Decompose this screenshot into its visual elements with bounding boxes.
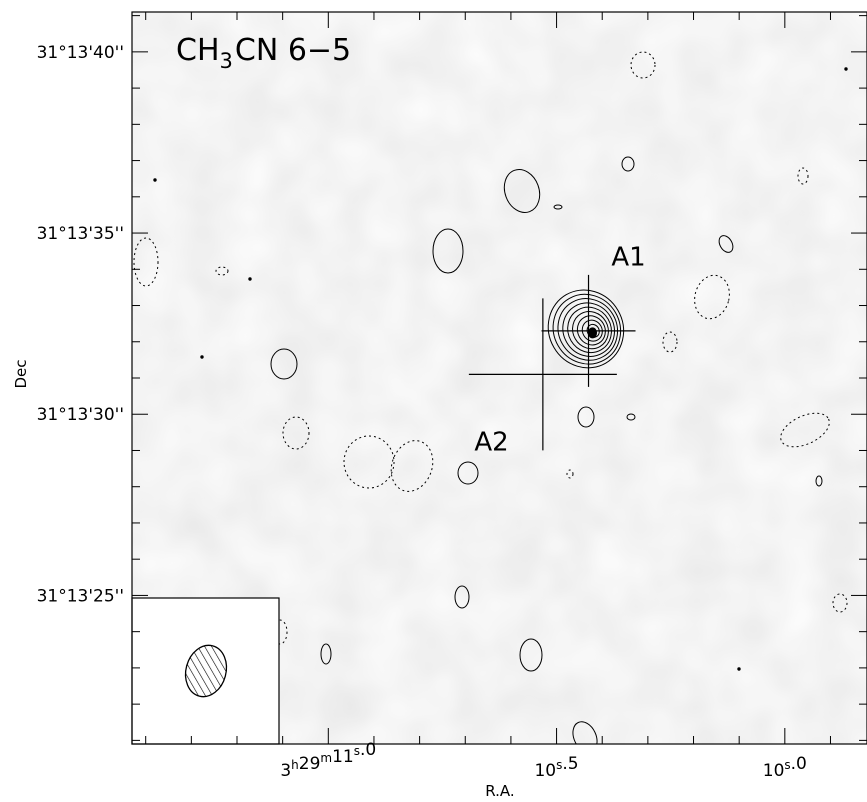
- peak-contour: [572, 311, 609, 350]
- beam-inset: [131, 597, 280, 745]
- peak-center: [588, 327, 598, 339]
- y-tick-label: 31°13'40'': [37, 43, 124, 63]
- y-tick-label: 31°13'25'': [37, 586, 124, 606]
- y-tick-label: 31°13'30'': [37, 405, 124, 425]
- x-axis-label: R.A.: [485, 782, 514, 800]
- noise-contours: [133, 51, 848, 744]
- source-label-a1: A1: [611, 243, 645, 273]
- peak-contour: [562, 302, 615, 357]
- y-tick-label: 31°13'35'': [37, 224, 124, 244]
- x-tick-label: 3h29m11s.0: [280, 740, 376, 781]
- x-tick-label: 10s.5: [534, 754, 578, 781]
- map-title: CH3CN 6−5: [176, 33, 351, 73]
- axes: 31°13'40'' 31°13'35'' 31°13'30'' 31°13'25''…: [37, 12, 867, 781]
- peak-contour: [547, 289, 625, 369]
- peak-contour: [557, 298, 618, 361]
- source-label-a2: A2: [474, 427, 508, 457]
- peak-contour: [552, 293, 622, 365]
- peak-contour: [576, 315, 606, 346]
- source-markers: A1 A2: [468, 243, 646, 457]
- peak-contour: [581, 319, 603, 342]
- peak-contour: [567, 306, 612, 354]
- beam-ellipse: [184, 644, 228, 698]
- x-tick-label: 10s.0: [763, 754, 807, 781]
- y-axis-label: Dec: [12, 359, 30, 388]
